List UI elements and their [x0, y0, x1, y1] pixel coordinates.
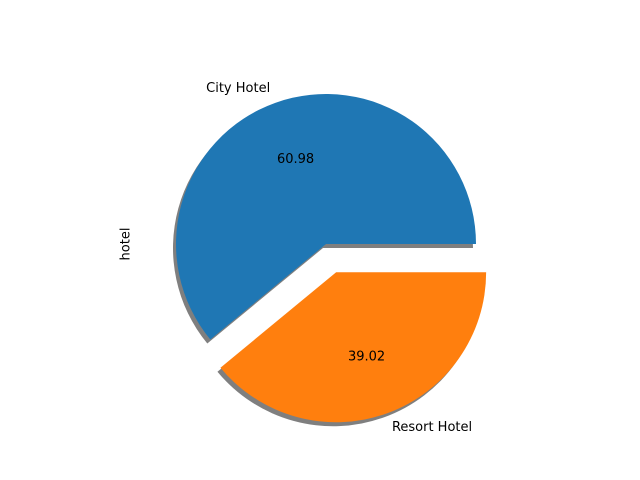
slice-resort-hotel [220, 272, 487, 423]
slice-label-city-hotel: City Hotel [206, 81, 270, 96]
slice-pct-label-city-hotel: 60.98 [277, 152, 314, 167]
slice-wedges [176, 94, 487, 423]
slice-city-hotel [176, 94, 476, 340]
y-axis-label: hotel [119, 228, 134, 261]
slice-labels: City Hotel 60.98 Resort Hotel 39.02 [206, 81, 472, 435]
slice-label-resort-hotel: Resort Hotel [392, 420, 472, 435]
slice-pct-label-resort-hotel: 39.02 [348, 349, 385, 364]
